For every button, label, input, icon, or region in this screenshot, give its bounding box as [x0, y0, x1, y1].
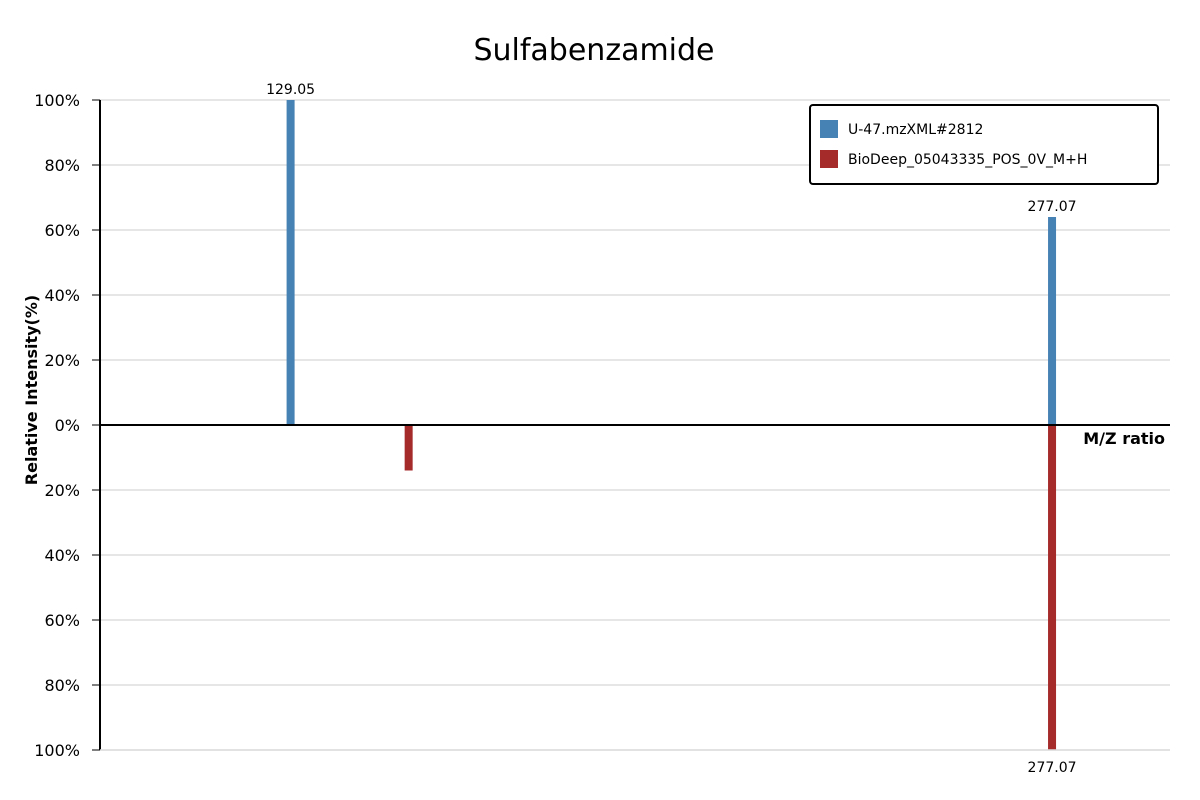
y-tick-label: 0%	[55, 416, 80, 435]
legend-box	[809, 104, 1159, 185]
y-tick-label: 60%	[44, 221, 80, 240]
y-axis-label: Relative Intensity(%)	[22, 295, 41, 485]
peak-bar-sample	[1048, 217, 1057, 425]
y-tick-label: 80%	[44, 676, 80, 695]
y-tick-label: 20%	[44, 481, 80, 500]
legend-swatch	[820, 120, 838, 138]
y-tick-label: 100%	[34, 91, 80, 110]
y-tick-label: 40%	[44, 546, 80, 565]
peak-bar-reference	[1048, 425, 1057, 750]
peak-label: 277.07	[1028, 760, 1077, 776]
legend: U-47.mzXML#2812 BioDeep_05043335_POS_0V_M…	[809, 104, 1159, 185]
y-tick-label: 80%	[44, 156, 80, 175]
y-tick-label: 100%	[34, 741, 80, 760]
axes	[99, 100, 1170, 751]
y-tick-label: 20%	[44, 351, 80, 370]
y-tick-label: 60%	[44, 611, 80, 630]
peaks: 129.05 277.07 277.07	[266, 82, 1076, 776]
y-tick-label: 40%	[44, 286, 80, 305]
legend-entry: BioDeep_05043335_POS_0V_M+H	[848, 152, 1087, 168]
legend-swatch	[820, 150, 838, 168]
y-axis-ticks: 100% 80% 60% 40% 20% 0% 20% 40% 60% 80% 100%	[34, 91, 100, 760]
legend-entry: U-47.mzXML#2812	[848, 122, 983, 138]
peak-bar-reference	[404, 425, 413, 471]
peak-bar-sample	[286, 100, 295, 425]
peak-label: 277.07	[1028, 199, 1077, 215]
x-axis-label: M/Z ratio	[1083, 429, 1165, 448]
peak-label: 129.05	[266, 82, 315, 98]
chart-title: Sulfabenzamide	[473, 33, 714, 68]
